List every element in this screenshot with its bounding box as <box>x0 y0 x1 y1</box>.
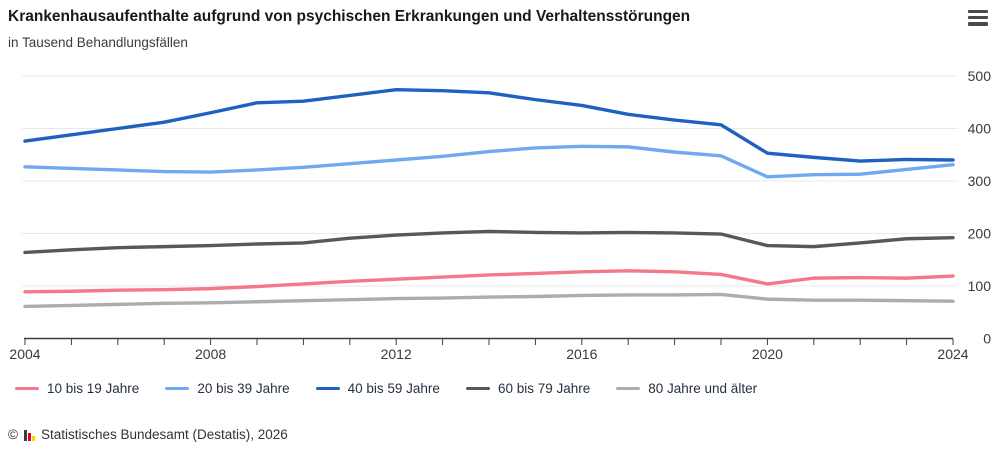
series-line-2 <box>23 144 955 179</box>
logo-bar <box>27 432 31 441</box>
menu-bar <box>968 16 988 20</box>
x-tick-label: 2012 <box>381 346 412 362</box>
legend-item-1[interactable]: 10 bis 19 Jahre <box>15 381 139 396</box>
menu-bar <box>968 10 988 14</box>
legend-item-3[interactable]: 40 bis 59 Jahre <box>315 381 440 396</box>
y-tick-label: 400 <box>968 121 992 137</box>
menu-bar <box>968 22 988 26</box>
chart-subtitle: in Tausend Behandlungsfällen <box>8 35 188 50</box>
destatis-logo-icon <box>23 429 35 441</box>
chart-legend: 10 bis 19 Jahre 20 bis 39 Jahre 40 bis 59 … <box>15 381 757 396</box>
y-tick-label: 100 <box>968 278 992 294</box>
y-tick-label: 0 <box>983 331 991 347</box>
legend-label: 20 bis 39 Jahre <box>197 381 290 396</box>
y-tick-label: 300 <box>968 173 992 189</box>
series-line-1 <box>23 269 955 294</box>
x-tick-label: 2020 <box>752 346 783 362</box>
source-line: © Statistisches Bundesamt (Destatis), 20… <box>8 427 288 442</box>
logo-bar <box>31 435 35 441</box>
legend-label: 60 bis 79 Jahre <box>497 381 591 396</box>
copyright-symbol: © <box>8 427 18 442</box>
legend-label: 40 bis 59 Jahre <box>347 381 440 396</box>
source-text: Statistisches Bundesamt (Destatis), 2026 <box>40 427 288 442</box>
legend-swatch-icon <box>165 386 190 391</box>
legend-swatch-icon <box>315 386 340 391</box>
x-tick-label: 2008 <box>195 346 226 362</box>
x-tick-label: 2024 <box>937 346 968 362</box>
logo-bar <box>23 429 27 441</box>
chart-title: Krankenhausaufenthalte aufgrund von psyc… <box>8 8 691 25</box>
legend-swatch-icon <box>465 386 490 391</box>
legend-item-2[interactable]: 20 bis 39 Jahre <box>165 381 290 396</box>
x-tick-label: 2004 <box>9 346 40 362</box>
legend-swatch-icon <box>15 386 39 391</box>
legend-swatch-icon <box>616 386 641 391</box>
legend-label: 10 bis 19 Jahre <box>47 381 140 396</box>
legend-label: 80 Jahre und älter <box>648 381 758 396</box>
y-tick-label: 500 <box>968 68 992 84</box>
line-chart: 2004 2008 2012 2016 2020 2024 0 100 200 300 400 500 <box>9 68 992 362</box>
series-line-4 <box>23 229 955 255</box>
legend-item-5[interactable]: 80 Jahre und älter <box>616 381 757 396</box>
series-line-5 <box>23 292 955 309</box>
series-line-3 <box>23 87 955 163</box>
x-tick-label: 2016 <box>566 346 597 362</box>
legend-item-4[interactable]: 60 bis 79 Jahre <box>465 381 591 396</box>
y-tick-label: 200 <box>968 226 992 242</box>
hamburger-menu-icon[interactable] <box>968 10 988 29</box>
